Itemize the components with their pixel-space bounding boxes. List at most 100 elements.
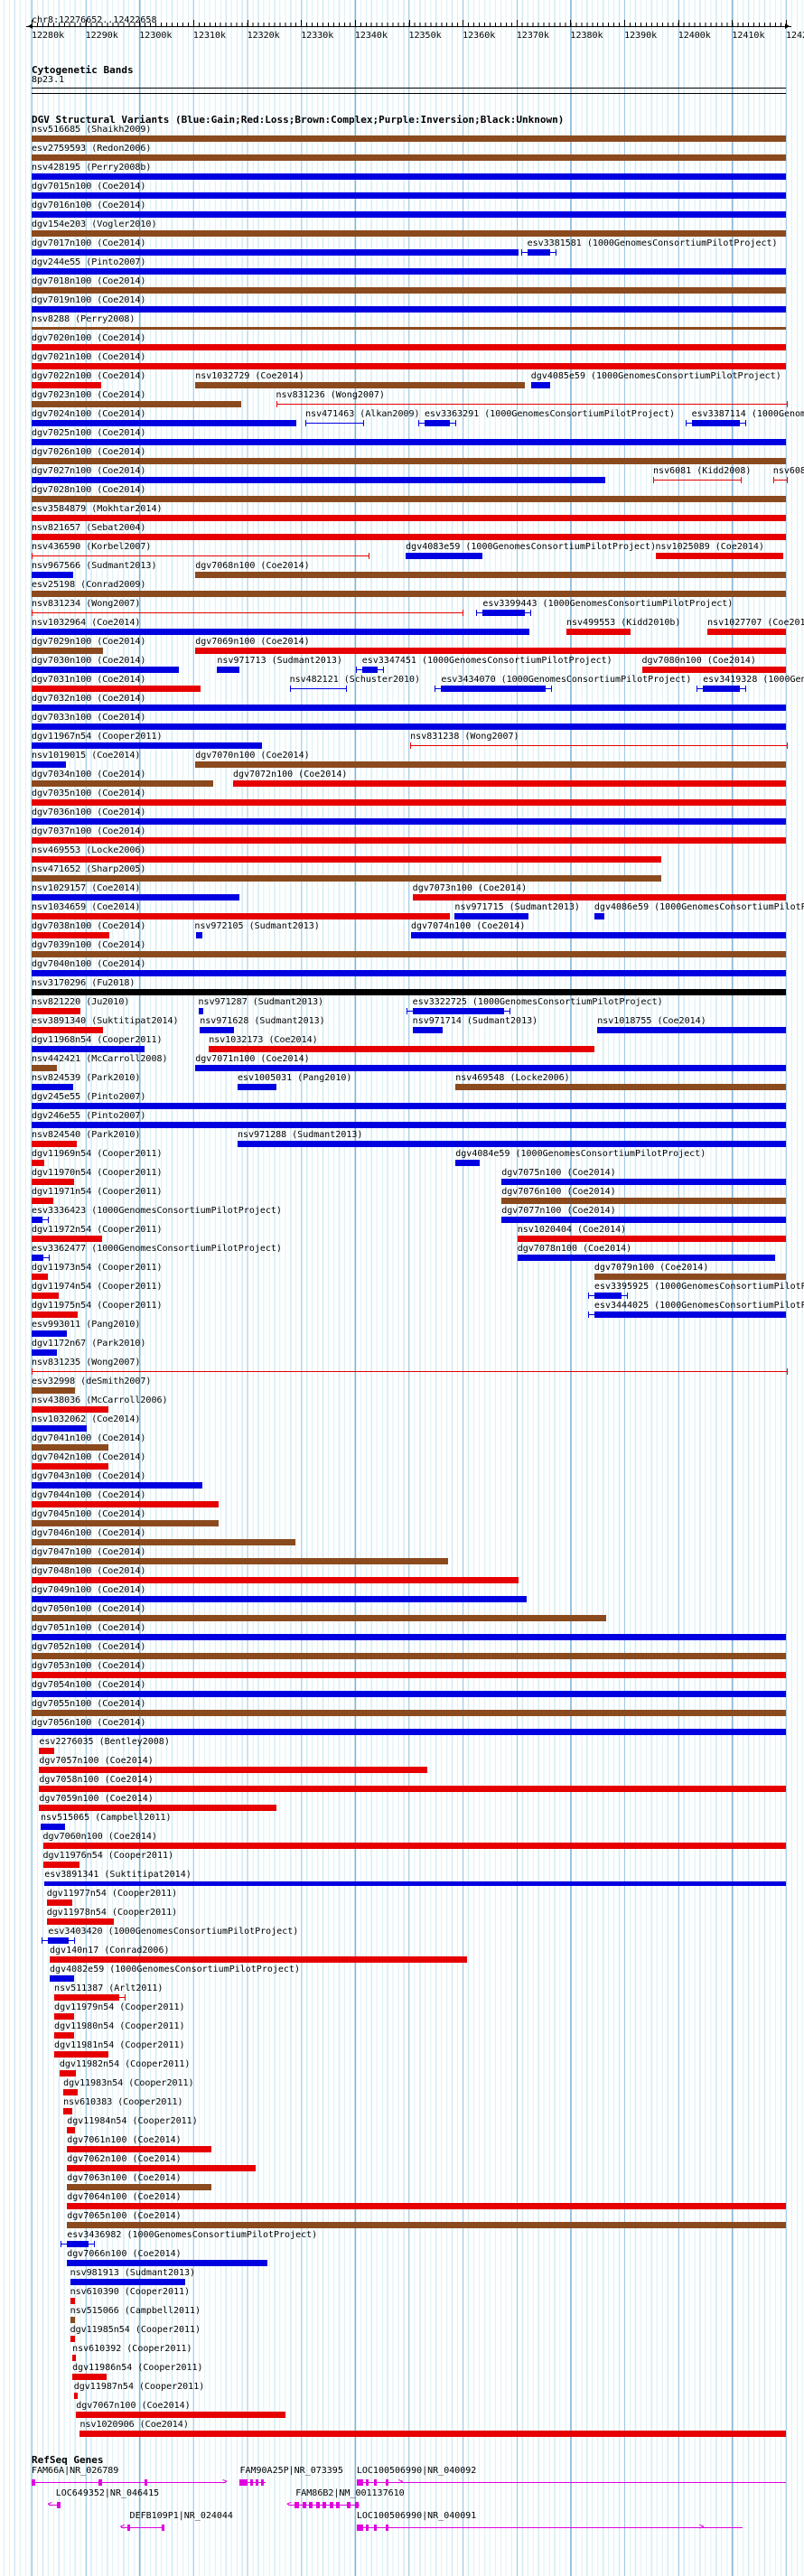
- variant-label[interactable]: nsv511387 (Arlt2011): [54, 1983, 164, 1993]
- gene-exon[interactable]: [329, 2502, 333, 2508]
- variant-label[interactable]: dgv7019n100 (Coe2014): [32, 295, 146, 305]
- variant-label[interactable]: dgv7031n100 (Coe2014): [32, 675, 146, 685]
- variant-bar[interactable]: [32, 382, 101, 388]
- variant-bar[interactable]: [32, 1710, 786, 1716]
- variant-bar[interactable]: [32, 1520, 220, 1526]
- variant-bar[interactable]: [237, 1084, 276, 1090]
- variant-bar[interactable]: [32, 686, 201, 692]
- variant-label[interactable]: dgv7034n100 (Coe2014): [32, 770, 146, 779]
- variant-label[interactable]: dgv7065n100 (Coe2014): [67, 2211, 182, 2221]
- variant-label[interactable]: dgv11975n54 (Cooper2011): [32, 1301, 163, 1311]
- variant-label[interactable]: dgv7020n100 (Coe2014): [32, 333, 146, 343]
- variant-bar[interactable]: [42, 1937, 75, 1944]
- variant-label[interactable]: dgv244e55 (Pinto2007): [32, 257, 146, 267]
- variant-label[interactable]: dgv7032n100 (Coe2014): [32, 694, 146, 704]
- variant-bar[interactable]: [32, 1198, 54, 1204]
- variant-label[interactable]: dgv11984n54 (Cooper2011): [67, 2116, 198, 2126]
- variant-label[interactable]: esv32998 (deSmith2007): [32, 1377, 152, 1386]
- variant-bar[interactable]: [32, 1539, 296, 1545]
- variant-label[interactable]: nsv971714 (Sudmant2013): [412, 1016, 538, 1026]
- variant-label[interactable]: dgv7017n100 (Coe2014): [32, 238, 146, 248]
- variant-bar[interactable]: [32, 1065, 58, 1071]
- variant-bar[interactable]: [32, 1729, 786, 1735]
- cytoband-box[interactable]: [32, 88, 786, 94]
- variant-label[interactable]: nsv1029157 (Coe2014): [32, 883, 141, 893]
- variant-label[interactable]: dgv11978n54 (Cooper2011): [46, 1908, 178, 1918]
- variant-bar[interactable]: [32, 1577, 519, 1583]
- variant-bar[interactable]: [587, 1311, 786, 1318]
- variant-label[interactable]: esv3347451 (1000GenomesConsortiumPilotPr…: [361, 656, 612, 666]
- gene-exon[interactable]: [57, 2502, 61, 2508]
- variant-bar[interactable]: [32, 211, 786, 218]
- gene-label[interactable]: FAM66A|NR_026789: [32, 2466, 119, 2476]
- variant-label[interactable]: dgv7070n100 (Coe2014): [195, 751, 310, 761]
- variant-label[interactable]: dgv7049n100 (Coe2014): [32, 1585, 146, 1595]
- gene-exon[interactable]: [239, 2479, 248, 2486]
- variant-label[interactable]: dgv7052n100 (Coe2014): [32, 1642, 146, 1652]
- variant-bar[interactable]: [32, 327, 786, 330]
- variant-bar[interactable]: [76, 2412, 285, 2418]
- variant-label[interactable]: dgv7043n100 (Coe2014): [32, 1471, 146, 1481]
- variant-label[interactable]: nsv831235 (Wong2007): [32, 1358, 141, 1367]
- variant-bar[interactable]: [70, 2279, 186, 2285]
- variant-bar[interactable]: [32, 1330, 68, 1337]
- variant-bar[interactable]: [59, 2070, 77, 2077]
- variant-bar[interactable]: [32, 173, 786, 180]
- variant-label[interactable]: dgv11981n54 (Cooper2011): [54, 2040, 185, 2050]
- variant-label[interactable]: dgv7037n100 (Coe2014): [32, 826, 146, 836]
- variant-bar[interactable]: [209, 1046, 594, 1052]
- variant-bar[interactable]: [72, 2374, 107, 2380]
- variant-bar[interactable]: [517, 1236, 786, 1242]
- variant-label[interactable]: dgv7069n100 (Coe2014): [195, 637, 310, 647]
- variant-bar[interactable]: [32, 1501, 220, 1507]
- variant-label[interactable]: nsv971715 (Sudmant2013): [454, 902, 580, 912]
- variant-bar[interactable]: [587, 1293, 629, 1299]
- variant-label[interactable]: dgv7051n100 (Coe2014): [32, 1623, 146, 1633]
- variant-label[interactable]: dgv7036n100 (Coe2014): [32, 807, 146, 817]
- gene-label[interactable]: LOC100506990|NR_040092: [356, 2466, 477, 2476]
- variant-label[interactable]: dgv245e55 (Pinto2007): [32, 1092, 146, 1102]
- variant-label[interactable]: dgv7076n100 (Coe2014): [501, 1187, 616, 1197]
- variant-label[interactable]: dgv7016n100 (Coe2014): [32, 201, 146, 210]
- variant-label[interactable]: nsv1018755 (Coe2014): [597, 1016, 706, 1026]
- gene-exon[interactable]: [250, 2479, 254, 2486]
- variant-bar[interactable]: [597, 1027, 786, 1033]
- variant-label[interactable]: dgv11967n54 (Cooper2011): [32, 732, 163, 742]
- variant-bar[interactable]: [32, 344, 786, 350]
- gene-label[interactable]: FAM90A25P|NR_073395: [239, 2466, 343, 2476]
- variant-bar[interactable]: [32, 913, 451, 919]
- gene-exon[interactable]: [302, 2502, 306, 2508]
- variant-bar[interactable]: [530, 382, 551, 388]
- gene-exon[interactable]: [260, 2479, 264, 2486]
- variant-label[interactable]: nsv6081 (Kidd2008): [653, 466, 752, 476]
- variant-label[interactable]: nsv967566 (Sudmant2013): [32, 561, 157, 571]
- variant-bar[interactable]: [501, 1179, 786, 1185]
- variant-bar[interactable]: [32, 629, 530, 635]
- variant-bar[interactable]: [32, 1274, 49, 1280]
- variant-bar[interactable]: [32, 1368, 788, 1375]
- variant-label[interactable]: nsv971288 (Sudmant2013): [237, 1130, 363, 1140]
- variant-label[interactable]: esv3436982 (1000GenomesConsortiumPilotPr…: [67, 2230, 318, 2240]
- variant-label[interactable]: esv993011 (Pang2010): [32, 1320, 141, 1330]
- variant-bar[interactable]: [195, 648, 786, 654]
- variant-bar[interactable]: [653, 477, 743, 483]
- variant-bar[interactable]: [32, 1141, 78, 1147]
- variant-bar[interactable]: [32, 1615, 607, 1621]
- variant-bar[interactable]: [32, 610, 463, 616]
- variant-label[interactable]: dgv7015n100 (Coe2014): [32, 182, 146, 191]
- variant-bar[interactable]: [200, 1027, 234, 1033]
- variant-label[interactable]: esv3395925 (1000GenomesConsortiumPilotPr…: [594, 1282, 804, 1292]
- variant-label[interactable]: dgv7059n100 (Coe2014): [39, 1794, 154, 1804]
- gene-exon[interactable]: [323, 2502, 327, 2508]
- variant-bar[interactable]: [32, 534, 786, 540]
- variant-label[interactable]: dgv7078n100 (Coe2014): [517, 1244, 632, 1254]
- variant-bar[interactable]: [32, 135, 786, 142]
- variant-bar[interactable]: [42, 1843, 786, 1849]
- variant-label[interactable]: nsv3170296 (Fu2018): [32, 978, 136, 988]
- variant-bar[interactable]: [594, 913, 604, 919]
- variant-bar[interactable]: [67, 2165, 256, 2171]
- variant-label[interactable]: dgv7073n100 (Coe2014): [412, 883, 528, 893]
- variant-bar[interactable]: [32, 1008, 81, 1014]
- variant-label[interactable]: nsv1032964 (Coe2014): [32, 618, 141, 628]
- variant-label[interactable]: dgv7029n100 (Coe2014): [32, 637, 146, 647]
